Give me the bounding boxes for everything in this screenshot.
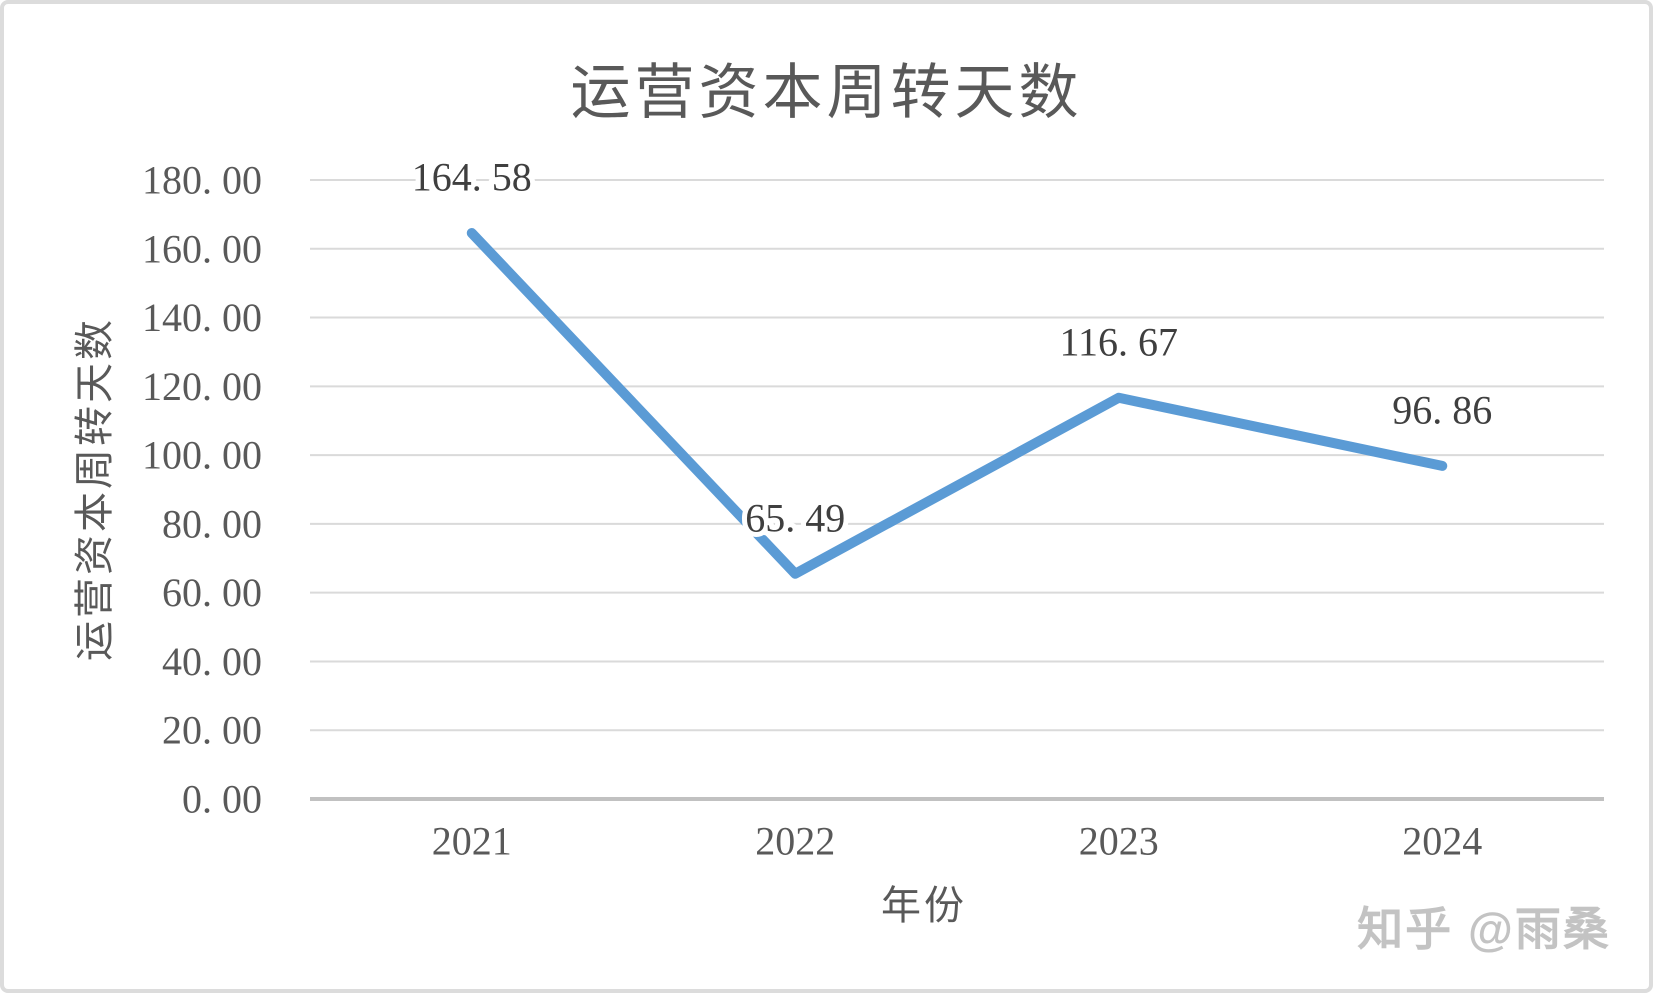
- chart-title: 运营资本周转天数: [570, 60, 1083, 126]
- data-label: 65. 49: [745, 495, 845, 540]
- y-tick-label: 80. 00: [162, 501, 262, 546]
- watermark-zhihu: 知乎 @雨桑: [1357, 903, 1611, 955]
- y-tick-label: 120. 00: [142, 364, 262, 409]
- y-tick-label: 180. 00: [142, 158, 262, 203]
- y-tick-label: 60. 00: [162, 570, 262, 615]
- x-axis-title: 年份: [881, 883, 967, 928]
- series-line: [466, 228, 1448, 579]
- y-tick-label: 20. 00: [162, 708, 262, 753]
- y-tick-label: 0. 00: [182, 777, 262, 822]
- y-tick-label: 40. 00: [162, 639, 262, 684]
- data-label: 116. 67: [1059, 319, 1178, 364]
- y-tick-label: 160. 00: [142, 226, 262, 271]
- x-category-label: 2023: [1079, 819, 1159, 864]
- x-category-label: 2024: [1402, 819, 1482, 864]
- x-category-label: 2022: [755, 819, 835, 864]
- data-label: 96. 86: [1392, 387, 1492, 432]
- line-chart-plot: 180. 00 160. 00 140. 00 120. 00 100. 00 80. 0…: [142, 150, 1604, 864]
- y-tick-label: 140. 00: [142, 295, 262, 340]
- y-tick-label: 100. 00: [142, 433, 262, 478]
- data-label: 164. 58: [412, 155, 532, 200]
- x-category-label: 2021: [432, 819, 512, 864]
